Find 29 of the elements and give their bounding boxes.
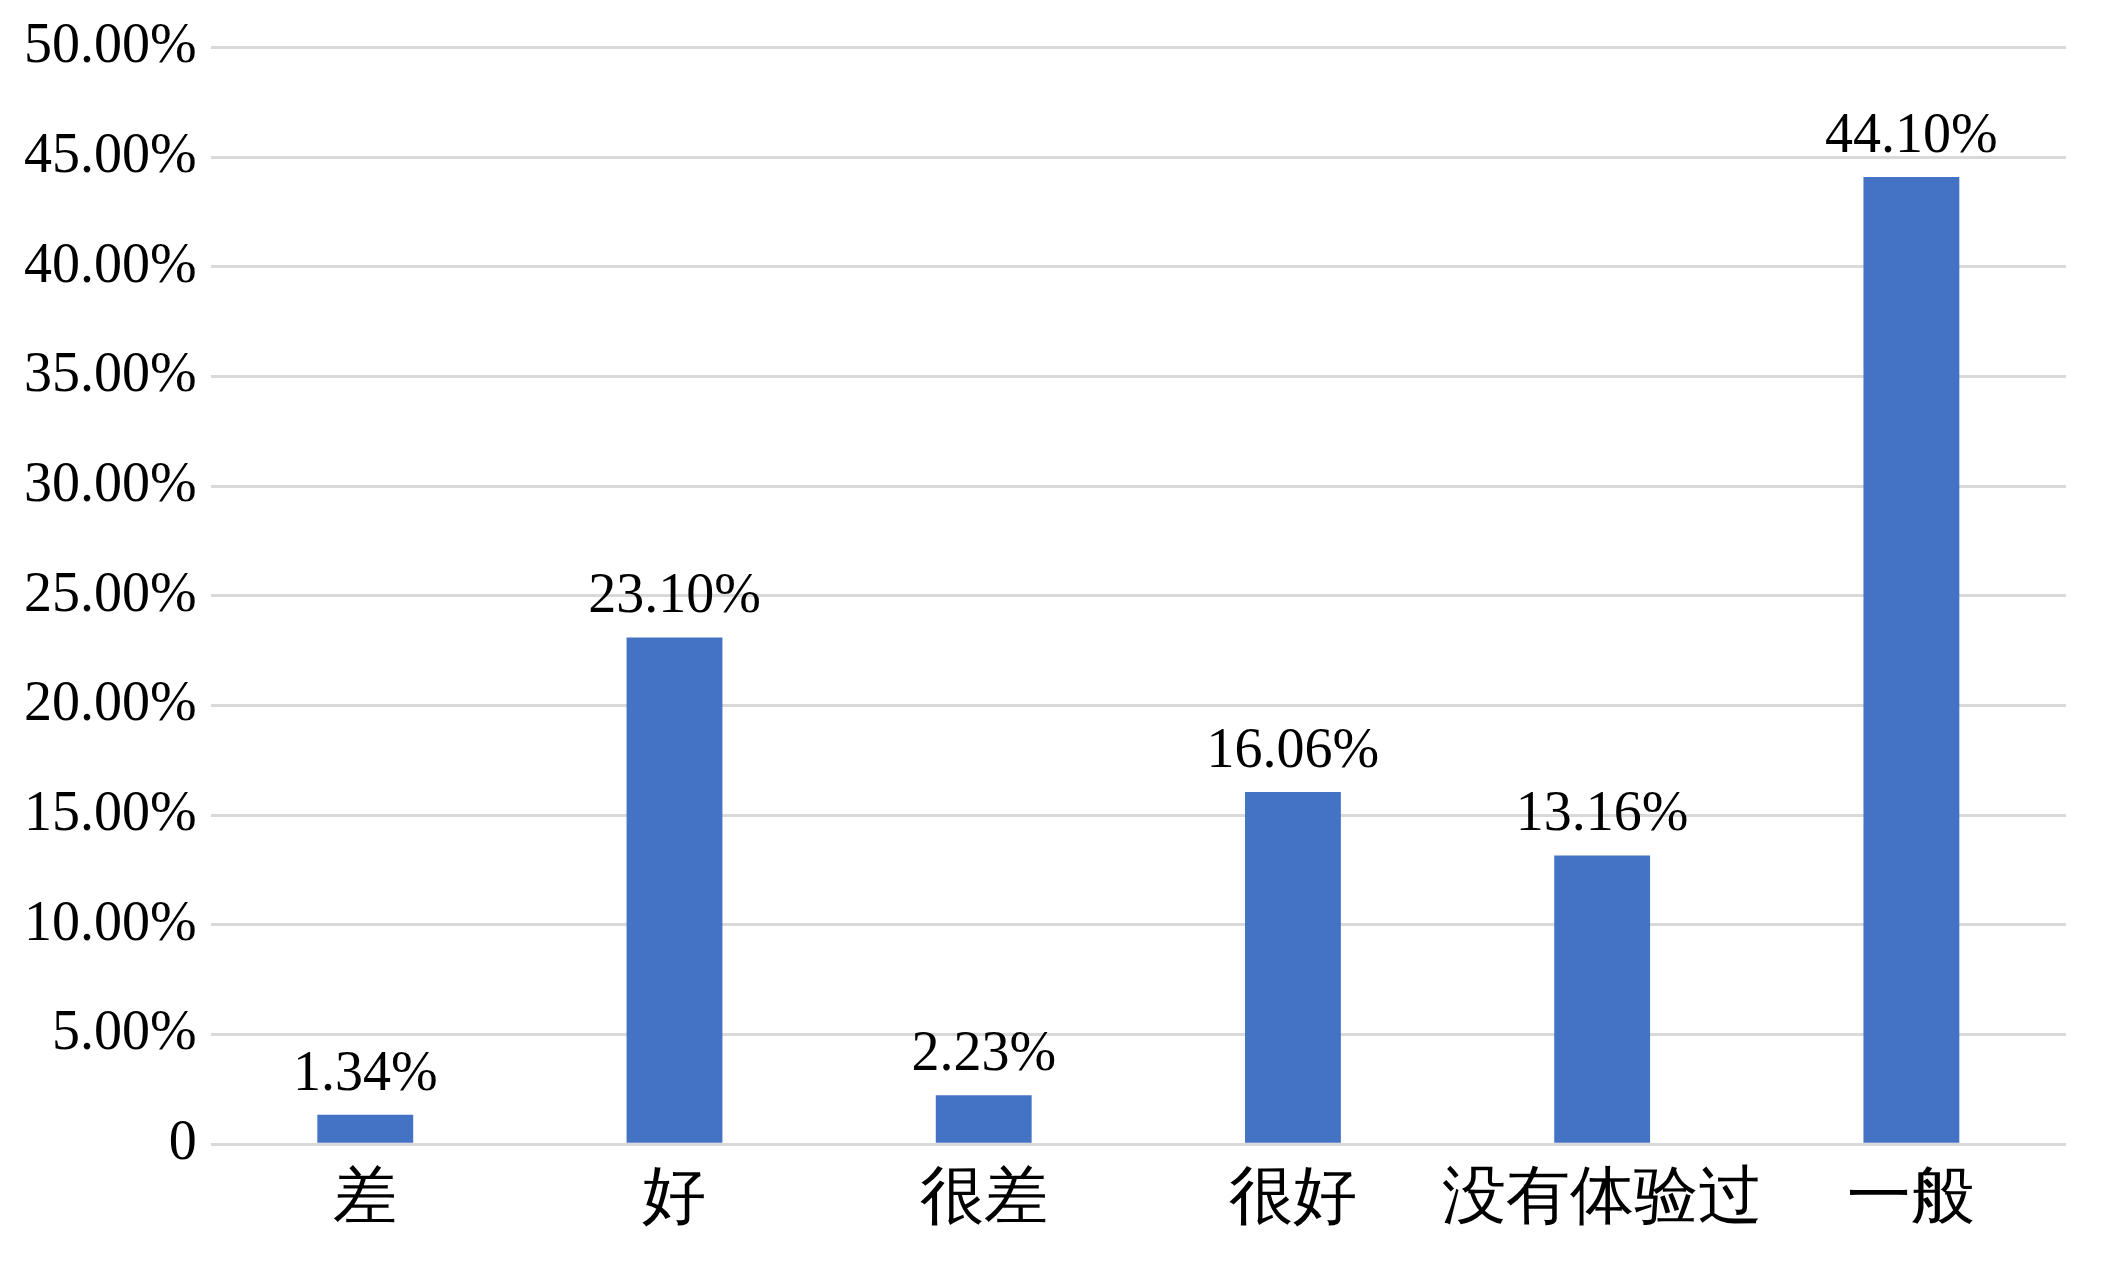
y-tick-label: 15.00% — [23, 779, 197, 842]
y-tick-label: 40.00% — [23, 231, 197, 294]
y-tick-label: 5.00% — [51, 999, 197, 1062]
bar — [935, 1095, 1032, 1143]
data-label: 13.16% — [1515, 780, 1689, 843]
bar — [626, 637, 723, 1143]
x-tick-label: 好 — [642, 1160, 707, 1232]
y-tick-label: 45.00% — [23, 121, 197, 184]
bar — [1863, 177, 1960, 1143]
y-tick-label: 20.00% — [23, 670, 197, 733]
x-tick-label: 差 — [333, 1160, 398, 1232]
data-label: 44.10% — [1825, 101, 1998, 164]
x-tick-label: 很好 — [1228, 1160, 1357, 1232]
y-tick-label: 0 — [168, 1108, 197, 1171]
y-tick-label: 25.00% — [23, 560, 197, 623]
y-tick-label: 10.00% — [23, 889, 197, 952]
bar — [317, 1114, 414, 1143]
data-label: 16.06% — [1206, 716, 1380, 779]
data-label: 1.34% — [292, 1039, 438, 1102]
data-label: 23.10% — [588, 562, 761, 625]
y-tick-label: 30.00% — [23, 450, 197, 513]
x-tick-label: 很差 — [919, 1160, 1048, 1232]
bar — [1554, 855, 1651, 1143]
x-tick-label: 没有体验过 — [1442, 1160, 1763, 1232]
x-tick-label: 一般 — [1847, 1160, 1976, 1232]
data-label: 2.23% — [911, 1019, 1057, 1082]
y-tick-label: 35.00% — [23, 341, 197, 404]
bar — [1245, 791, 1341, 1143]
y-tick-label: 50.00% — [23, 12, 197, 75]
